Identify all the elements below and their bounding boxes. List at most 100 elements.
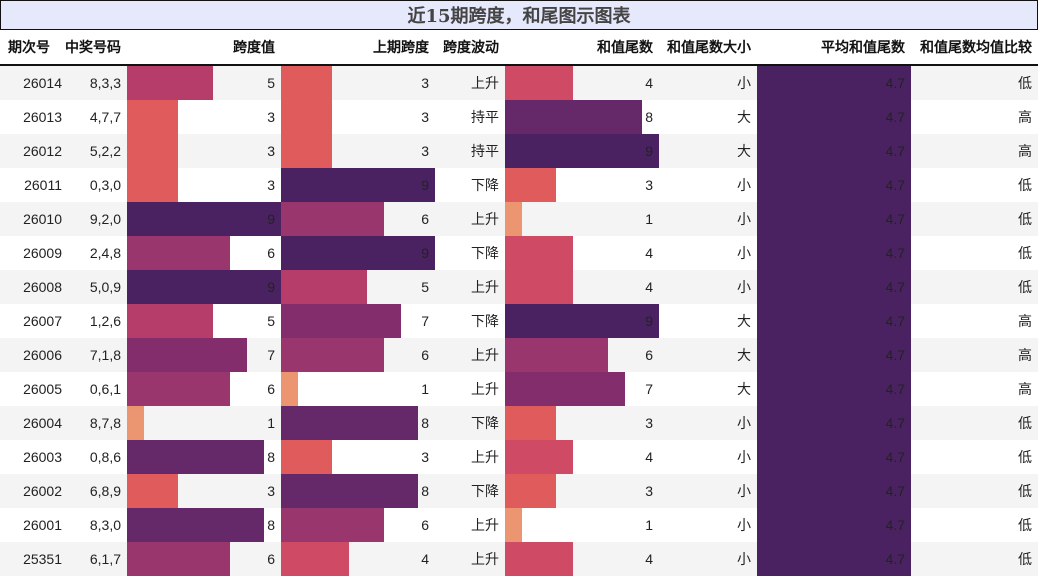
- span-bar: [127, 270, 281, 304]
- numbers-cell: 1,2,6: [62, 304, 127, 338]
- avg-tail-cell: 4.7: [757, 372, 911, 406]
- tail-size-cell: 小: [659, 65, 757, 100]
- prev-span-cell: 5: [281, 270, 435, 304]
- span-cell: 9: [127, 202, 281, 236]
- header-period[interactable]: 期次号: [0, 30, 62, 66]
- table-row: 25351 6,1,7 6 4 上升 4 小 4.7 低: [0, 542, 1038, 576]
- trend-cell: 上升: [435, 440, 505, 474]
- tail-size-cell: 大: [659, 304, 757, 338]
- header-avg-tail[interactable]: 平均和值尾数: [757, 30, 911, 66]
- avg-tail-value: 4.7: [885, 109, 905, 125]
- trend-cell: 上升: [435, 508, 505, 542]
- table-row: 26011 0,3,0 3 9 下降 3 小 4.7 低: [0, 168, 1038, 202]
- tail-value: 3: [645, 177, 653, 193]
- prev-span-cell: 3: [281, 100, 435, 134]
- table-row: 26006 7,1,8 7 6 上升 6 大 4.7 高: [0, 338, 1038, 372]
- prev-span-value: 6: [421, 211, 429, 227]
- prev-span-bar: [281, 66, 333, 100]
- span-value: 9: [267, 279, 275, 295]
- tail-cell: 1: [505, 508, 659, 542]
- prev-span-cell: 3: [281, 134, 435, 168]
- prev-span-bar: [281, 134, 333, 168]
- prev-span-cell: 8: [281, 474, 435, 508]
- prev-span-bar: [281, 338, 384, 372]
- span-value: 8: [267, 449, 275, 465]
- numbers-cell: 8,3,0: [62, 508, 127, 542]
- span-bar: [127, 542, 230, 576]
- prev-span-cell: 6: [281, 338, 435, 372]
- period-cell: 26002: [0, 474, 62, 508]
- header-compare[interactable]: 和值尾数均值比较: [911, 30, 1038, 66]
- tail-cell: 4: [505, 236, 659, 270]
- prev-span-cell: 9: [281, 168, 435, 202]
- tail-value: 7: [645, 381, 653, 397]
- tail-bar: [505, 66, 574, 100]
- tail-cell: 3: [505, 474, 659, 508]
- tail-size-cell: 小: [659, 440, 757, 474]
- prev-span-bar: [281, 406, 418, 440]
- period-cell: 26011: [0, 168, 62, 202]
- prev-span-cell: 3: [281, 65, 435, 100]
- header-trend[interactable]: 跨度波动: [435, 30, 505, 66]
- header-tail-size[interactable]: 和值尾数大小: [659, 30, 757, 66]
- tail-size-cell: 大: [659, 338, 757, 372]
- tail-cell: 9: [505, 304, 659, 338]
- numbers-cell: 7,1,8: [62, 338, 127, 372]
- prev-span-bar: [281, 236, 435, 270]
- avg-tail-value: 4.7: [885, 483, 905, 499]
- period-cell: 26013: [0, 100, 62, 134]
- avg-tail-value: 4.7: [885, 143, 905, 159]
- tail-size-cell: 大: [659, 372, 757, 406]
- avg-tail-value: 4.7: [885, 551, 905, 567]
- span-cell: 3: [127, 100, 281, 134]
- avg-tail-value: 4.7: [885, 211, 905, 227]
- trend-cell: 上升: [435, 270, 505, 304]
- compare-cell: 高: [911, 372, 1038, 406]
- tail-value: 4: [645, 551, 653, 567]
- tail-size-cell: 大: [659, 134, 757, 168]
- span-cell: 5: [127, 65, 281, 100]
- compare-cell: 低: [911, 542, 1038, 576]
- header-prev-span[interactable]: 上期跨度: [281, 30, 435, 66]
- prev-span-cell: 9: [281, 236, 435, 270]
- table-row: 26007 1,2,6 5 7 下降 9 大 4.7 高: [0, 304, 1038, 338]
- numbers-cell: 2,4,8: [62, 236, 127, 270]
- tail-cell: 1: [505, 202, 659, 236]
- avg-tail-value: 4.7: [885, 245, 905, 261]
- avg-tail-value: 4.7: [885, 449, 905, 465]
- period-cell: 26012: [0, 134, 62, 168]
- prev-span-bar: [281, 168, 435, 202]
- prev-span-value: 7: [421, 313, 429, 329]
- tail-size-cell: 小: [659, 168, 757, 202]
- span-bar: [127, 372, 230, 406]
- avg-tail-cell: 4.7: [757, 338, 911, 372]
- tail-size-cell: 小: [659, 202, 757, 236]
- header-numbers[interactable]: 中奖号码: [62, 30, 127, 66]
- avg-tail-cell: 4.7: [757, 236, 911, 270]
- tail-size-cell: 大: [659, 100, 757, 134]
- numbers-cell: 6,1,7: [62, 542, 127, 576]
- span-bar: [127, 508, 264, 542]
- prev-span-cell: 7: [281, 304, 435, 338]
- tail-cell: 4: [505, 65, 659, 100]
- avg-tail-value: 4.7: [885, 75, 905, 91]
- trend-cell: 上升: [435, 202, 505, 236]
- prev-span-bar: [281, 372, 299, 406]
- header-tail[interactable]: 和值尾数: [505, 30, 659, 66]
- span-value: 1: [267, 415, 275, 431]
- header-span[interactable]: 跨度值: [127, 30, 281, 66]
- tail-bar: [505, 100, 642, 134]
- span-value: 9: [267, 211, 275, 227]
- avg-tail-cell: 4.7: [757, 474, 911, 508]
- compare-cell: 低: [911, 508, 1038, 542]
- span-bar: [127, 406, 145, 440]
- span-value: 5: [267, 313, 275, 329]
- numbers-cell: 0,6,1: [62, 372, 127, 406]
- compare-cell: 高: [911, 134, 1038, 168]
- trend-cell: 下降: [435, 406, 505, 440]
- trend-cell: 下降: [435, 168, 505, 202]
- prev-span-bar: [281, 440, 333, 474]
- tail-bar: [505, 236, 574, 270]
- avg-tail-cell: 4.7: [757, 440, 911, 474]
- trend-cell: 上升: [435, 542, 505, 576]
